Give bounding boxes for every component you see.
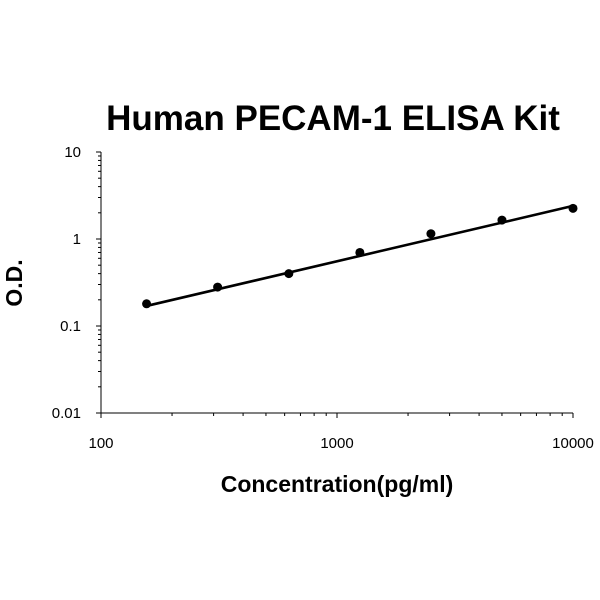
data-point bbox=[284, 269, 294, 279]
y-tick-label: 0.01 bbox=[52, 405, 81, 422]
y-tick-label: 0.1 bbox=[60, 318, 81, 335]
y-tick-label: 10 bbox=[64, 144, 81, 161]
data-point bbox=[213, 282, 223, 292]
data-point bbox=[355, 247, 365, 257]
x-tick-label: 100 bbox=[88, 435, 113, 452]
tick-labels: 10 1 0.1 0.01 100 1000 10000 bbox=[52, 144, 594, 452]
x-tick-label: 1000 bbox=[320, 435, 353, 452]
x-axis-label: Concentration(pg/ml) bbox=[221, 471, 454, 497]
axes bbox=[96, 151, 574, 418]
y-axis-label: O.D. bbox=[1, 259, 27, 306]
x-tick-label: 10000 bbox=[552, 435, 594, 452]
data-points bbox=[142, 203, 578, 309]
chart-title: Human PECAM-1 ELISA Kit bbox=[106, 99, 560, 138]
data-point bbox=[497, 215, 507, 225]
data-point bbox=[142, 299, 152, 309]
data-point bbox=[568, 203, 578, 213]
y-tick-label: 1 bbox=[73, 231, 81, 248]
data-point bbox=[426, 229, 436, 239]
